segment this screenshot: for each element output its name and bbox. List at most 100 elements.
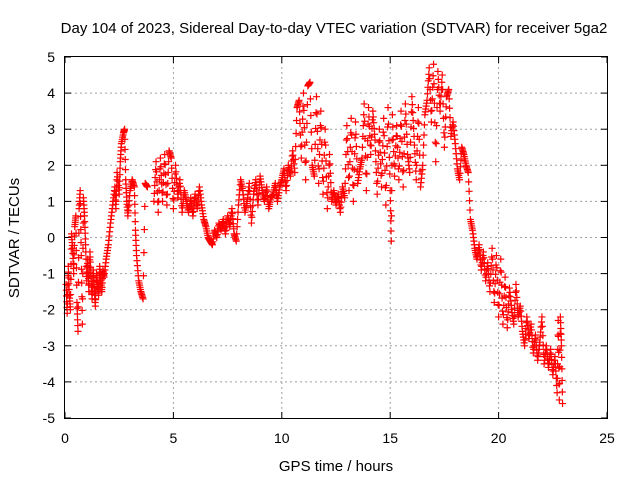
data-point	[538, 322, 546, 330]
data-point	[558, 353, 566, 361]
data-point	[130, 183, 138, 191]
data-point	[345, 174, 353, 182]
data-point	[341, 194, 349, 202]
data-point	[317, 124, 325, 132]
data-point	[310, 172, 318, 180]
data-point	[413, 147, 421, 155]
data-point	[164, 179, 172, 187]
data-point	[143, 183, 151, 191]
data-point	[70, 251, 78, 259]
data-point	[233, 223, 241, 231]
data-point	[489, 255, 497, 263]
data-point	[351, 134, 359, 142]
data-series	[62, 60, 567, 408]
data-point	[363, 170, 371, 178]
data-point	[501, 273, 509, 281]
data-point	[77, 265, 85, 273]
x-axis-title: GPS time / hours	[279, 458, 393, 475]
data-point	[410, 124, 418, 132]
data-point	[379, 128, 387, 136]
data-point	[380, 114, 388, 122]
data-point	[325, 150, 333, 158]
data-point	[389, 135, 397, 143]
data-point	[397, 122, 405, 130]
data-point	[430, 80, 438, 88]
data-point	[556, 346, 564, 354]
data-point	[494, 301, 502, 309]
data-point	[413, 161, 421, 169]
data-point	[401, 117, 409, 125]
data-point	[383, 162, 391, 170]
data-point	[385, 137, 393, 145]
data-point	[555, 364, 563, 372]
data-point	[233, 230, 241, 238]
data-point	[456, 163, 464, 171]
data-point	[302, 176, 310, 184]
data-point	[378, 183, 386, 191]
data-point	[429, 72, 437, 80]
data-point	[386, 197, 394, 205]
data-point	[311, 156, 319, 164]
data-point	[312, 109, 320, 117]
data-point	[495, 290, 503, 298]
data-point	[116, 164, 124, 172]
data-point	[321, 125, 329, 133]
data-point	[116, 177, 124, 185]
data-point	[326, 160, 334, 168]
data-point	[78, 279, 86, 287]
data-point	[307, 111, 315, 119]
y-tick-label: -4	[43, 374, 56, 390]
data-point	[327, 179, 335, 187]
data-point	[376, 137, 384, 145]
data-point	[366, 141, 374, 149]
chart-title: Day 104 of 2023, Sidereal Day-to-day VTE…	[61, 20, 608, 37]
data-point	[78, 320, 86, 328]
data-point	[112, 197, 120, 205]
data-point	[436, 107, 444, 115]
x-tick-label: 15	[382, 430, 398, 446]
data-point	[501, 283, 509, 291]
data-point	[343, 135, 351, 143]
data-point	[319, 190, 327, 198]
data-point	[445, 95, 453, 103]
data-point	[492, 252, 500, 260]
data-point	[172, 161, 180, 169]
data-point	[415, 135, 423, 143]
data-point	[82, 241, 90, 249]
data-point	[389, 123, 397, 131]
x-tick-label: 25	[599, 430, 615, 446]
data-point	[502, 304, 510, 312]
data-point	[358, 143, 366, 151]
data-point	[498, 281, 506, 289]
data-point	[323, 205, 331, 213]
data-point	[492, 270, 500, 278]
data-point	[397, 107, 405, 115]
data-point	[322, 157, 330, 165]
data-point	[85, 264, 93, 272]
data-point	[391, 172, 399, 180]
data-point	[74, 327, 82, 335]
data-point	[407, 108, 415, 116]
data-point	[303, 138, 311, 146]
y-tick-label: -5	[43, 410, 56, 426]
data-point	[409, 109, 417, 117]
data-point	[403, 130, 411, 138]
data-point	[538, 313, 546, 321]
data-point	[172, 174, 180, 182]
data-point	[425, 64, 433, 72]
data-point	[412, 176, 420, 184]
data-point	[169, 195, 177, 203]
y-tick-labels: -5 -4 -3 -2 -1 0 1 2 3 4 5	[43, 49, 56, 426]
y-tick-label: 1	[47, 193, 55, 209]
data-point	[419, 161, 427, 169]
data-point	[316, 136, 324, 144]
data-point	[502, 293, 510, 301]
data-point	[156, 154, 164, 162]
data-point	[92, 296, 100, 304]
data-point	[234, 208, 242, 216]
data-point	[176, 182, 184, 190]
data-point	[342, 165, 350, 173]
data-point	[375, 138, 383, 146]
data-point	[420, 131, 428, 139]
data-point	[466, 206, 474, 214]
